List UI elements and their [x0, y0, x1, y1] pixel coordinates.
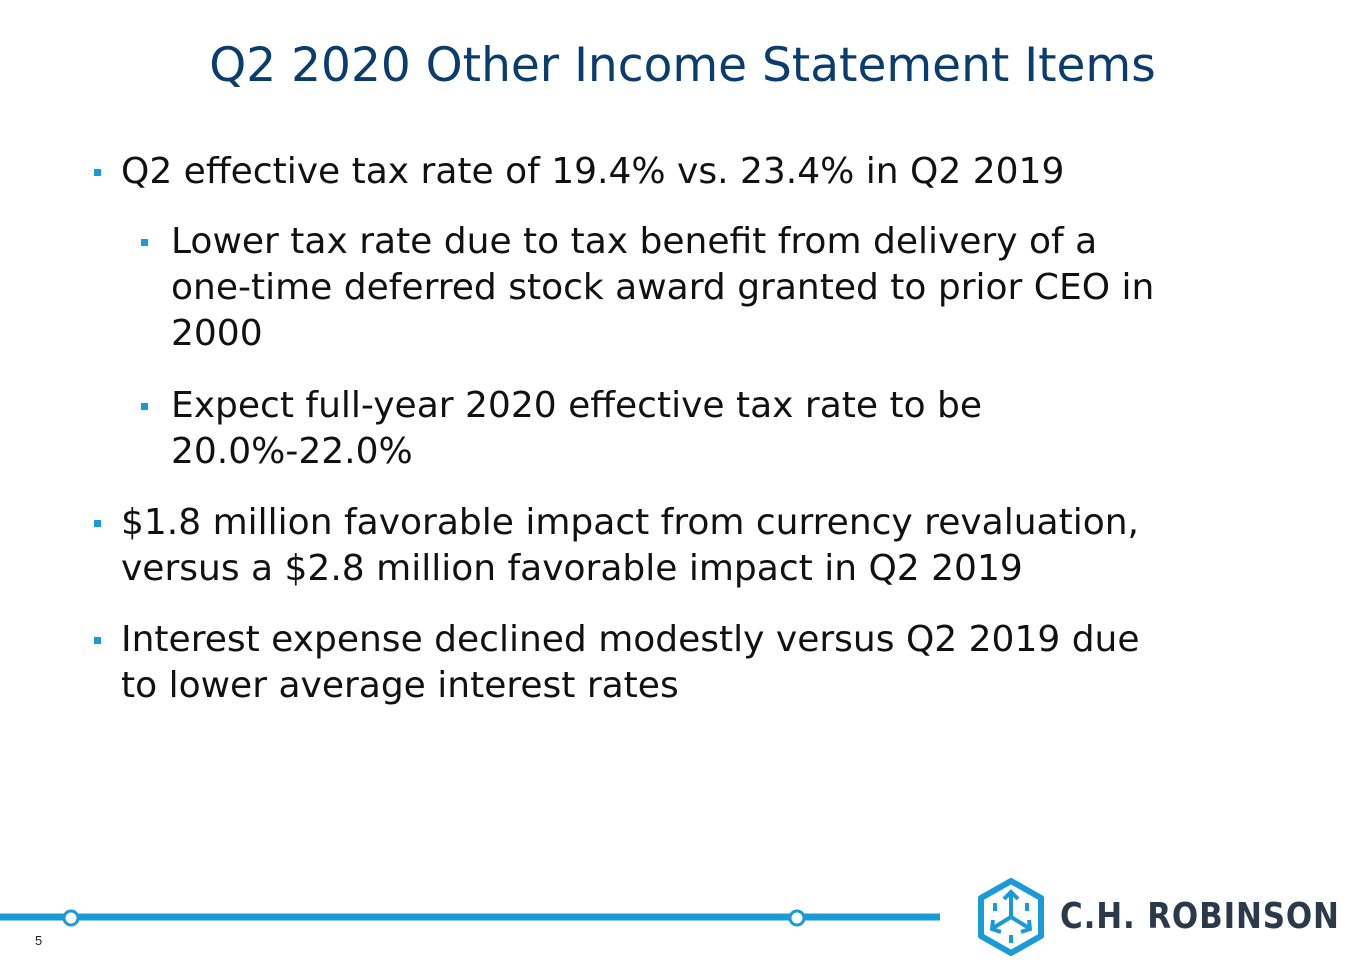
bullet-text: Interest expense declined modestly versu… — [121, 619, 1140, 706]
bullet-marker-icon — [141, 239, 148, 246]
bullet-item-3: Expect full-year 2020 effective tax rate… — [141, 383, 983, 475]
bullet-item-4: $1.8 million favorable impact from curre… — [94, 500, 1139, 592]
bullet-marker-icon — [141, 403, 148, 410]
bullet-item-1: Q2 effective tax rate of 19.4% vs. 23.4%… — [94, 149, 1065, 195]
slide-title: Q2 2020 Other Income Statement Items — [209, 38, 1156, 93]
bullet-text: Expect full-year 2020 effective tax rate… — [171, 385, 983, 472]
timeline-node-icon — [62, 909, 80, 927]
page-number: 5 — [35, 933, 43, 948]
company-logo-text: C.H. ROBINSON — [1060, 896, 1340, 937]
bullet-text: Lower tax rate due to tax benefit from d… — [171, 221, 1155, 354]
bullet-marker-icon — [94, 637, 101, 644]
bullet-item-2: Lower tax rate due to tax benefit from d… — [141, 219, 1155, 357]
bullet-text: $1.8 million favorable impact from curre… — [121, 502, 1139, 589]
bullet-item-5: Interest expense declined modestly versu… — [94, 617, 1140, 709]
ch-robinson-cube-icon — [978, 878, 1044, 956]
timeline-node-icon — [788, 909, 806, 927]
bullet-marker-icon — [94, 169, 101, 176]
bullet-marker-icon — [94, 520, 101, 527]
bullet-text: Q2 effective tax rate of 19.4% vs. 23.4%… — [121, 151, 1065, 192]
